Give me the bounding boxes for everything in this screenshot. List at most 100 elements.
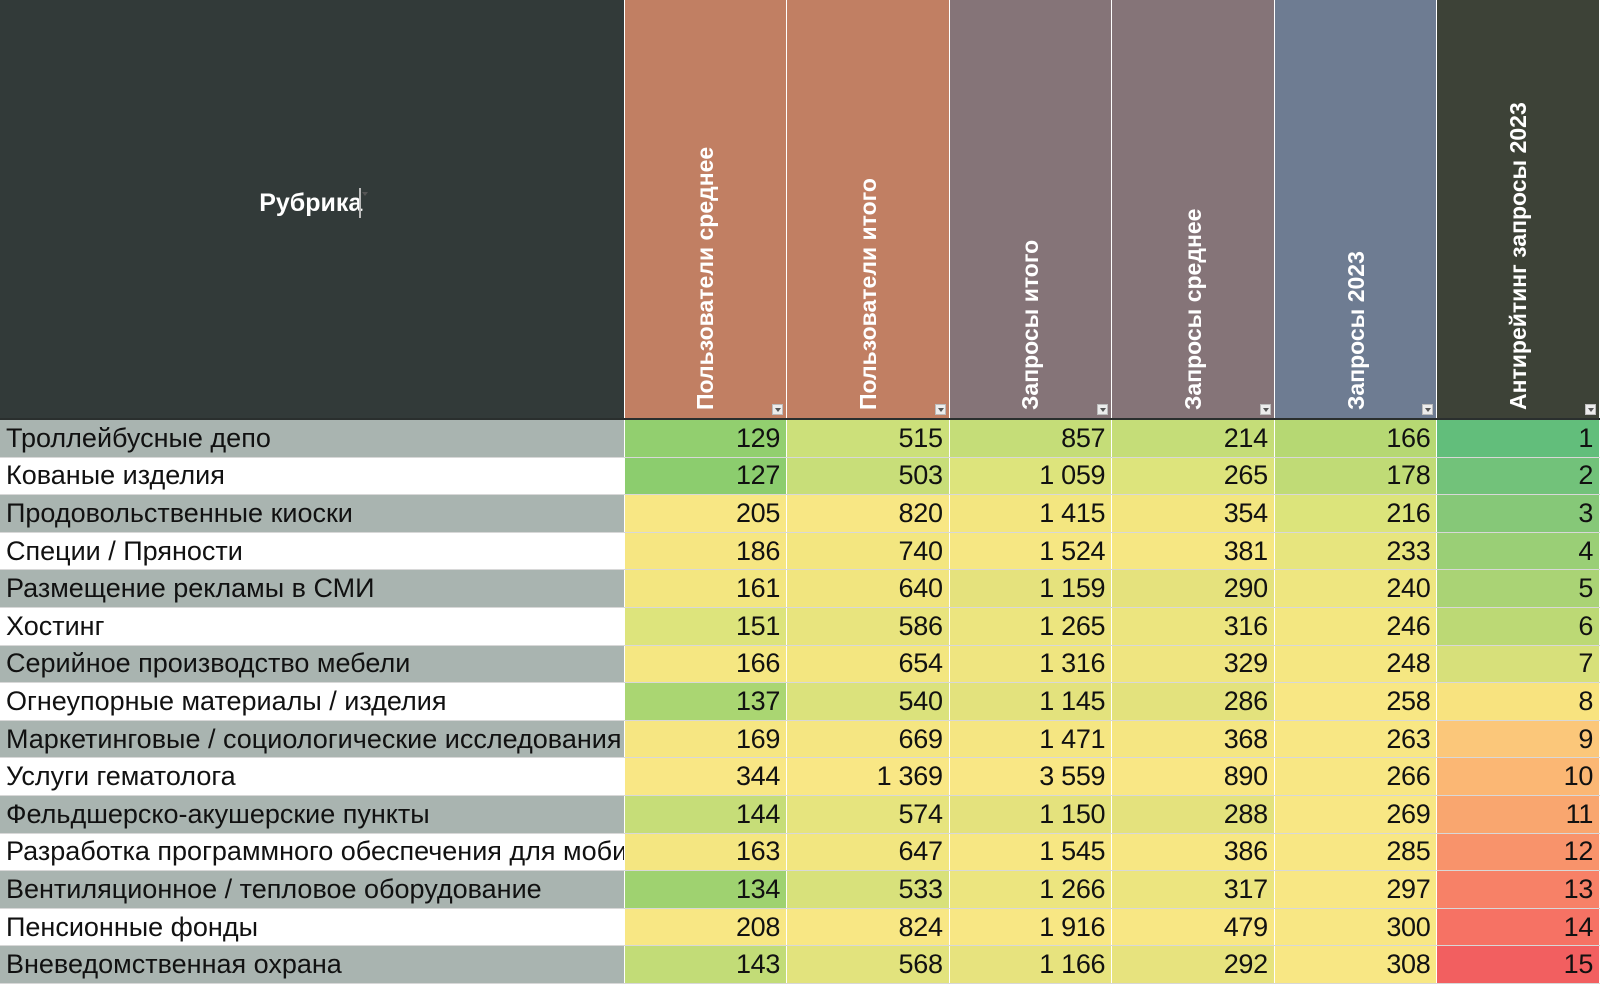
cell-users-avg[interactable]: 208 (624, 908, 788, 947)
filter-dropdown-icon[interactable] (934, 404, 946, 415)
cell-requests-total[interactable]: 1 545 (949, 833, 1113, 872)
cell-requests-avg[interactable]: 265 (1111, 457, 1275, 496)
cell-users-total[interactable]: 820 (786, 494, 950, 533)
cell-requests-2023[interactable]: 248 (1274, 645, 1438, 684)
cell-users-total[interactable]: 533 (786, 870, 950, 909)
cell-users-total[interactable]: 586 (786, 607, 950, 646)
cell-users-total[interactable]: 740 (786, 532, 950, 571)
cell-antirating-2023[interactable]: 14 (1436, 908, 1600, 947)
cell-requests-total[interactable]: 1 059 (949, 457, 1113, 496)
cell-requests-total[interactable]: 1 916 (949, 908, 1113, 947)
cell-rubric[interactable]: Вневедомственная охрана (0, 945, 625, 984)
cell-requests-avg[interactable]: 329 (1111, 645, 1275, 684)
cell-requests-total[interactable]: 1 471 (949, 720, 1113, 759)
cell-rubric[interactable]: Огнеупорные материалы / изделия (0, 682, 625, 721)
cell-users-total[interactable]: 1 369 (786, 757, 950, 796)
cell-users-avg[interactable]: 144 (624, 795, 788, 834)
cell-rubric[interactable]: Размещение рекламы в СМИ (0, 569, 625, 608)
cell-users-avg[interactable]: 163 (624, 833, 788, 872)
cell-requests-avg[interactable]: 286 (1111, 682, 1275, 721)
cell-antirating-2023[interactable]: 10 (1436, 757, 1600, 796)
cell-rubric[interactable]: Услуги гематолога (0, 757, 625, 796)
cell-rubric[interactable]: Пенсионные фонды (0, 908, 625, 947)
cell-users-avg[interactable]: 134 (624, 870, 788, 909)
cell-users-total[interactable]: 669 (786, 720, 950, 759)
cell-antirating-2023[interactable]: 3 (1436, 494, 1600, 533)
cell-requests-avg[interactable]: 354 (1111, 494, 1275, 533)
cell-users-total[interactable]: 515 (786, 419, 950, 458)
cell-rubric[interactable]: Вентиляционное / тепловое оборудование (0, 870, 625, 909)
cell-users-total[interactable]: 540 (786, 682, 950, 721)
cell-users-avg[interactable]: 127 (624, 457, 788, 496)
cell-requests-total[interactable]: 1 159 (949, 569, 1113, 608)
cell-antirating-2023[interactable]: 5 (1436, 569, 1600, 608)
cell-rubric[interactable]: Хостинг (0, 607, 625, 646)
filter-dropdown-icon[interactable] (772, 404, 784, 415)
cell-requests-2023[interactable]: 246 (1274, 607, 1438, 646)
cell-requests-avg[interactable]: 290 (1111, 569, 1275, 608)
cell-users-avg[interactable]: 143 (624, 945, 788, 984)
cell-requests-2023[interactable]: 297 (1274, 870, 1438, 909)
cell-requests-avg[interactable]: 292 (1111, 945, 1275, 984)
cell-requests-2023[interactable]: 178 (1274, 457, 1438, 496)
cell-antirating-2023[interactable]: 15 (1436, 945, 1600, 984)
cell-antirating-2023[interactable]: 9 (1436, 720, 1600, 759)
cell-requests-2023[interactable]: 166 (1274, 419, 1438, 458)
cell-users-avg[interactable]: 169 (624, 720, 788, 759)
filter-dropdown-icon[interactable] (1097, 404, 1109, 415)
cell-requests-2023[interactable]: 216 (1274, 494, 1438, 533)
cell-requests-avg[interactable]: 479 (1111, 908, 1275, 947)
cell-requests-2023[interactable]: 308 (1274, 945, 1438, 984)
filter-dropdown-icon[interactable] (1259, 404, 1271, 415)
cell-antirating-2023[interactable]: 1 (1436, 419, 1600, 458)
cell-requests-2023[interactable]: 269 (1274, 795, 1438, 834)
cell-antirating-2023[interactable]: 4 (1436, 532, 1600, 571)
cell-antirating-2023[interactable]: 8 (1436, 682, 1600, 721)
cell-antirating-2023[interactable]: 12 (1436, 833, 1600, 872)
cell-requests-total[interactable]: 1 316 (949, 645, 1113, 684)
cell-requests-avg[interactable]: 317 (1111, 870, 1275, 909)
filter-dropdown-icon[interactable] (1585, 404, 1597, 415)
cell-users-avg[interactable]: 205 (624, 494, 788, 533)
cell-rubric[interactable]: Фельдшерско-акушерские пункты (0, 795, 625, 834)
cell-antirating-2023[interactable]: 6 (1436, 607, 1600, 646)
cell-rubric[interactable]: Разработка программного обеспечения для … (0, 833, 625, 872)
cell-users-total[interactable]: 568 (786, 945, 950, 984)
cell-requests-total[interactable]: 1 415 (949, 494, 1113, 533)
cell-requests-total[interactable]: 857 (949, 419, 1113, 458)
cell-users-total[interactable]: 574 (786, 795, 950, 834)
cell-rubric[interactable]: Маркетинговые / социологические исследов… (0, 720, 625, 759)
cell-antirating-2023[interactable]: 13 (1436, 870, 1600, 909)
cell-requests-2023[interactable]: 240 (1274, 569, 1438, 608)
cell-requests-total[interactable]: 1 150 (949, 795, 1113, 834)
cell-rubric[interactable]: Продовольственные киоски (0, 494, 625, 533)
cell-users-total[interactable]: 824 (786, 908, 950, 947)
cell-users-avg[interactable]: 151 (624, 607, 788, 646)
cell-requests-total[interactable]: 1 265 (949, 607, 1113, 646)
cell-users-total[interactable]: 654 (786, 645, 950, 684)
cell-antirating-2023[interactable]: 2 (1436, 457, 1600, 496)
cell-users-total[interactable]: 503 (786, 457, 950, 496)
cell-requests-2023[interactable]: 300 (1274, 908, 1438, 947)
cell-users-avg[interactable]: 166 (624, 645, 788, 684)
cell-rubric[interactable]: Серийное производство мебели (0, 645, 625, 684)
cell-antirating-2023[interactable]: 11 (1436, 795, 1600, 834)
cell-users-avg[interactable]: 161 (624, 569, 788, 608)
cell-users-avg[interactable]: 186 (624, 532, 788, 571)
cell-requests-avg[interactable]: 890 (1111, 757, 1275, 796)
cell-requests-avg[interactable]: 288 (1111, 795, 1275, 834)
cell-requests-avg[interactable]: 316 (1111, 607, 1275, 646)
cell-requests-total[interactable]: 1 266 (949, 870, 1113, 909)
filter-dropdown-icon[interactable] (359, 187, 362, 218)
cell-requests-2023[interactable]: 233 (1274, 532, 1438, 571)
cell-requests-total[interactable]: 3 559 (949, 757, 1113, 796)
cell-rubric[interactable]: Специи / Пряности (0, 532, 625, 571)
cell-requests-2023[interactable]: 266 (1274, 757, 1438, 796)
cell-rubric[interactable]: Кованые изделия (0, 457, 625, 496)
cell-users-total[interactable]: 647 (786, 833, 950, 872)
cell-rubric[interactable]: Троллейбусные депо (0, 419, 625, 458)
filter-dropdown-icon[interactable] (1422, 404, 1434, 415)
cell-requests-avg[interactable]: 368 (1111, 720, 1275, 759)
cell-requests-avg[interactable]: 386 (1111, 833, 1275, 872)
cell-users-total[interactable]: 640 (786, 569, 950, 608)
